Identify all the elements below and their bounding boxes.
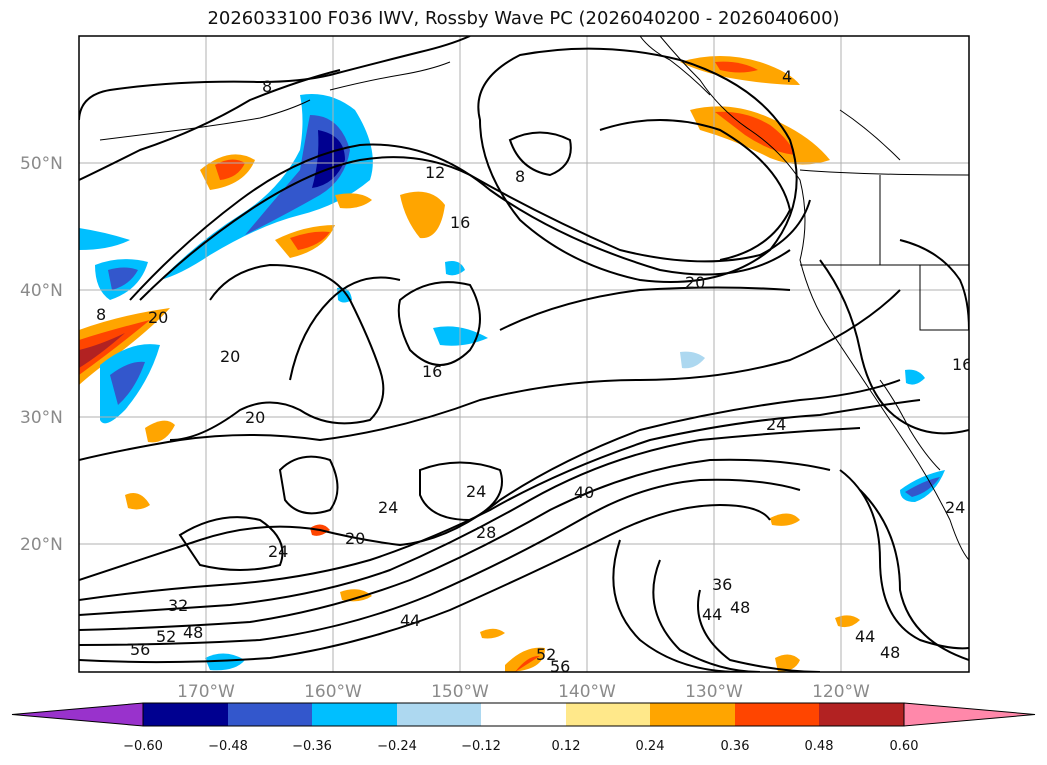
positive-anomaly-west-core <box>79 320 150 375</box>
svg-text:56: 56 <box>550 657 570 676</box>
svg-text:52: 52 <box>156 627 176 646</box>
svg-text:150°W: 150°W <box>431 682 489 702</box>
svg-text:170°W: 170°W <box>177 682 235 702</box>
svg-text:24: 24 <box>268 542 288 561</box>
colorbar-tick: 0.36 <box>721 739 750 754</box>
colorbar-tick: −0.48 <box>208 739 248 754</box>
svg-text:20°N: 20°N <box>20 535 63 555</box>
svg-text:24: 24 <box>378 498 398 517</box>
longitude-labels: 170°W 160°W 150°W 140°W 130°W 120°W <box>177 682 870 702</box>
colorbar-segment <box>650 703 735 726</box>
colorbar-segment <box>397 703 481 726</box>
map-title: 2026033100 F036 IWV, Rossby Wave PC (202… <box>207 8 840 29</box>
svg-text:40°N: 40°N <box>20 281 63 301</box>
latitude-labels: 50°N 40°N 30°N 20°N <box>20 154 63 555</box>
svg-text:20: 20 <box>148 308 168 327</box>
svg-text:52: 52 <box>536 645 556 664</box>
svg-text:44: 44 <box>400 611 420 630</box>
svg-text:48: 48 <box>880 643 900 662</box>
colorbar-tick: 0.60 <box>890 739 919 754</box>
coastlines <box>99 36 969 561</box>
svg-text:20: 20 <box>685 273 705 292</box>
svg-text:48: 48 <box>183 623 203 642</box>
colorbar-segment <box>228 703 312 726</box>
positive-anomaly-south <box>505 647 545 672</box>
svg-text:8: 8 <box>96 305 106 324</box>
svg-text:8: 8 <box>515 167 525 186</box>
colorbar: −0.60 −0.48 −0.36 −0.24 −0.12 0.12 0.24 … <box>11 702 1036 754</box>
svg-text:20: 20 <box>245 408 265 427</box>
svg-text:32: 32 <box>168 596 188 615</box>
svg-text:160°W: 160°W <box>304 682 362 702</box>
colorbar-tick: 0.24 <box>636 739 665 754</box>
colorbar-extend-high <box>903 702 1036 727</box>
svg-text:120°W: 120°W <box>812 682 870 702</box>
positive-anomaly-west-center <box>79 333 125 368</box>
svg-text:48: 48 <box>730 598 750 617</box>
iwv-contours <box>79 36 969 672</box>
colorbar-segments <box>11 702 1036 727</box>
svg-text:16: 16 <box>450 213 470 232</box>
svg-text:140°W: 140°W <box>558 682 616 702</box>
svg-text:28: 28 <box>476 523 496 542</box>
colorbar-tick: −0.60 <box>123 739 163 754</box>
svg-text:50°N: 50°N <box>20 154 63 174</box>
contour-labels: 8 12 16 20 16 20 20 20 24 24 24 20 28 40… <box>96 67 972 676</box>
colorbar-tick: −0.36 <box>292 739 332 754</box>
svg-text:44: 44 <box>702 605 722 624</box>
svg-text:130°W: 130°W <box>685 682 743 702</box>
colorbar-tick: −0.24 <box>377 739 417 754</box>
svg-text:20: 20 <box>345 529 365 548</box>
svg-text:40: 40 <box>574 483 594 502</box>
colorbar-tick: 0.12 <box>552 739 581 754</box>
svg-text:8: 8 <box>262 77 272 96</box>
svg-text:36: 36 <box>712 575 732 594</box>
svg-text:16: 16 <box>952 355 972 374</box>
colorbar-extend-low <box>11 702 144 727</box>
colorbar-ticks: −0.60 −0.48 −0.36 −0.24 −0.12 0.12 0.24 … <box>123 739 918 754</box>
colorbar-segment <box>312 703 397 726</box>
svg-text:24: 24 <box>466 482 486 501</box>
colorbar-segment <box>143 703 228 726</box>
colorbar-segment <box>566 703 650 726</box>
map-plot-area: 8 12 16 20 16 20 20 20 24 24 24 20 28 40… <box>78 35 972 676</box>
svg-text:30°N: 30°N <box>20 408 63 428</box>
svg-text:12: 12 <box>425 163 445 182</box>
svg-text:24: 24 <box>766 415 786 434</box>
colorbar-outline <box>142 702 905 727</box>
colorbar-tick: 0.48 <box>805 739 834 754</box>
svg-text:24: 24 <box>945 498 965 517</box>
colorbar-segment <box>819 703 904 726</box>
colorbar-segment <box>735 703 819 726</box>
svg-text:4: 4 <box>782 67 792 86</box>
svg-text:44: 44 <box>855 627 875 646</box>
colorbar-segment <box>481 703 566 726</box>
map-frame <box>78 35 970 673</box>
negative-anomaly-center <box>312 130 345 188</box>
svg-text:16: 16 <box>422 362 442 381</box>
svg-text:56: 56 <box>130 640 150 659</box>
colorbar-tick: −0.12 <box>461 739 501 754</box>
svg-text:20: 20 <box>220 347 240 366</box>
anomaly-shading <box>79 56 945 672</box>
